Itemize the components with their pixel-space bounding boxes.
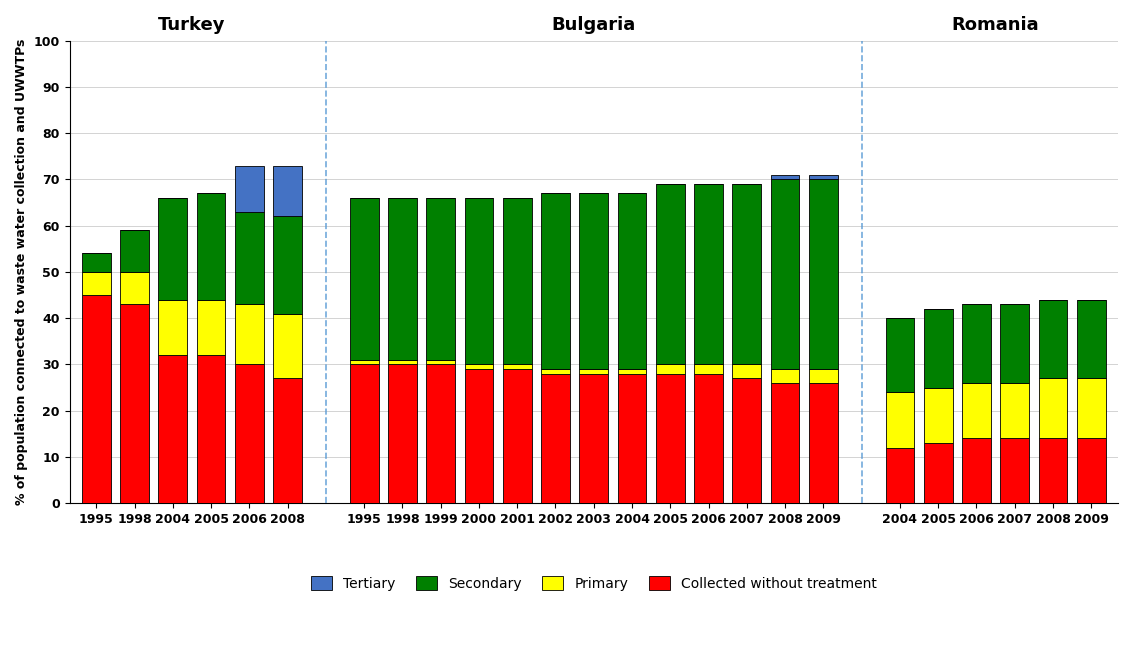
- Bar: [120, 230, 148, 272]
- Bar: [1039, 438, 1067, 503]
- Bar: [503, 198, 531, 365]
- Bar: [465, 198, 493, 365]
- Bar: [82, 254, 111, 272]
- Bar: [235, 365, 264, 503]
- Bar: [350, 198, 378, 360]
- Bar: [770, 175, 800, 179]
- Bar: [1076, 378, 1106, 438]
- Bar: [542, 369, 570, 374]
- Text: Romania: Romania: [952, 16, 1039, 34]
- Bar: [1076, 438, 1106, 503]
- Bar: [923, 309, 953, 388]
- Bar: [732, 378, 761, 503]
- Bar: [1039, 378, 1067, 438]
- Bar: [962, 438, 990, 503]
- Bar: [273, 216, 303, 313]
- Bar: [120, 304, 148, 503]
- Bar: [197, 355, 225, 503]
- Bar: [579, 193, 608, 369]
- Bar: [350, 360, 378, 365]
- Legend: Tertiary, Secondary, Primary, Collected without treatment: Tertiary, Secondary, Primary, Collected …: [305, 570, 883, 596]
- Bar: [770, 383, 800, 503]
- Bar: [656, 374, 684, 503]
- Bar: [617, 369, 647, 374]
- Bar: [770, 369, 800, 383]
- Bar: [82, 272, 111, 295]
- Bar: [695, 184, 723, 365]
- Bar: [617, 374, 647, 503]
- Bar: [809, 175, 837, 179]
- Bar: [235, 212, 264, 304]
- Bar: [273, 165, 303, 216]
- Bar: [962, 304, 990, 383]
- Bar: [617, 193, 647, 369]
- Bar: [579, 369, 608, 374]
- Text: Bulgaria: Bulgaria: [552, 16, 636, 34]
- Bar: [350, 365, 378, 503]
- Bar: [962, 383, 990, 438]
- Bar: [732, 365, 761, 378]
- Bar: [273, 313, 303, 378]
- Bar: [503, 369, 531, 503]
- Bar: [389, 360, 417, 365]
- Bar: [1076, 299, 1106, 378]
- Bar: [695, 365, 723, 374]
- Bar: [809, 383, 837, 503]
- Bar: [770, 179, 800, 369]
- Bar: [159, 355, 187, 503]
- Bar: [389, 198, 417, 360]
- Bar: [426, 360, 455, 365]
- Bar: [120, 272, 148, 304]
- Bar: [695, 374, 723, 503]
- Bar: [1000, 383, 1029, 438]
- Bar: [732, 184, 761, 365]
- Bar: [656, 184, 684, 365]
- Bar: [1000, 438, 1029, 503]
- Bar: [159, 299, 187, 355]
- Bar: [426, 365, 455, 503]
- Text: Turkey: Turkey: [159, 16, 225, 34]
- Bar: [542, 374, 570, 503]
- Bar: [579, 374, 608, 503]
- Bar: [809, 369, 837, 383]
- Bar: [809, 179, 837, 369]
- Bar: [923, 443, 953, 503]
- Bar: [82, 295, 111, 503]
- Bar: [389, 365, 417, 503]
- Bar: [197, 193, 225, 299]
- Bar: [159, 198, 187, 299]
- Bar: [235, 165, 264, 212]
- Bar: [542, 193, 570, 369]
- Bar: [426, 198, 455, 360]
- Bar: [465, 365, 493, 369]
- Bar: [503, 365, 531, 369]
- Bar: [465, 369, 493, 503]
- Bar: [1000, 304, 1029, 383]
- Bar: [197, 299, 225, 355]
- Bar: [235, 304, 264, 365]
- Bar: [886, 392, 914, 448]
- Bar: [923, 388, 953, 443]
- Bar: [656, 365, 684, 374]
- Bar: [886, 318, 914, 392]
- Bar: [886, 448, 914, 503]
- Bar: [273, 378, 303, 503]
- Y-axis label: % of population connected to waste water collection and UWWTPs: % of population connected to waste water…: [15, 39, 28, 505]
- Bar: [1039, 299, 1067, 378]
